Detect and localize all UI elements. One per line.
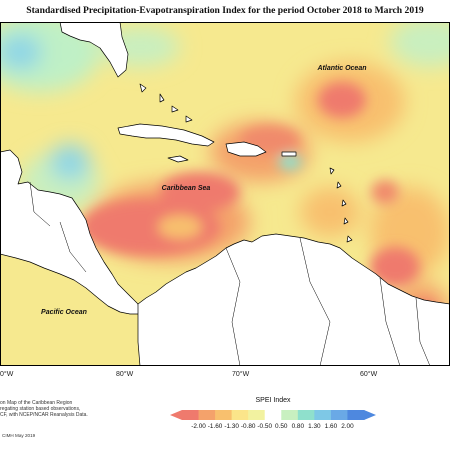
legend-swatch <box>248 410 266 420</box>
spei-field-core <box>80 82 437 324</box>
legend-arrow-left <box>170 410 182 420</box>
footnote-line: on Map of the Caribbean Region <box>0 400 73 406</box>
spei-map: Atlantic Ocean Caribbean Sea Pacific Oce… <box>0 22 450 366</box>
footnote: on Map of the Caribbean Region regating … <box>0 400 88 418</box>
land <box>0 22 450 366</box>
legend-tick-label: -1.30 <box>224 423 239 430</box>
legend-swatch <box>231 410 249 420</box>
legend-swatch <box>182 410 200 420</box>
legend-swatch <box>198 410 216 420</box>
florida <box>59 22 129 78</box>
longitude-axis: 0°W 80°W 70°W 60°W <box>0 366 450 386</box>
pacific-ocean-label: Pacific Ocean <box>41 309 87 316</box>
legend-swatch <box>330 410 348 420</box>
footnote-line: regating station based observations, <box>0 406 81 412</box>
legend-swatch <box>281 410 299 420</box>
legend-tick-label: 0.80 <box>291 423 305 430</box>
legend-tick-label: -0.80 <box>240 423 256 430</box>
legend-tick-label: -1.60 <box>207 423 223 430</box>
legend-tick-label: -2.00 <box>191 423 206 430</box>
footnote-line: CF, with NCEP/NCAR Reanalysis Data. <box>0 412 88 418</box>
atlantic-ocean-label: Atlantic Ocean <box>316 65 366 72</box>
legend-swatch <box>297 410 315 420</box>
legend-tick-label: -0.50 <box>257 423 273 430</box>
legend-tick-label: 2.00 <box>341 423 354 430</box>
legend-title: SPEI Index <box>255 397 291 404</box>
legend-swatch <box>264 410 282 420</box>
legend-tick-label: 0.50 <box>275 423 288 430</box>
legend-swatch <box>314 410 332 420</box>
legend-ticks: -2.00 -1.60 -1.30 -0.80 -0.50 0.50 0.80 1.30 1.6… <box>168 423 378 435</box>
bahamas <box>139 83 193 123</box>
cuba <box>117 123 215 147</box>
legend-arrow-right <box>364 410 376 420</box>
lon-tick: 80°W <box>116 371 134 378</box>
lon-tick: 70°W <box>232 371 250 378</box>
legend-tick-label: 1.60 <box>324 423 338 430</box>
credit: CIMH May 2019 <box>2 433 36 438</box>
legend-tick-label: 1.30 <box>308 423 321 430</box>
lon-tick: 60°W <box>360 371 378 378</box>
legend-swatch <box>215 410 233 420</box>
spei-legend: SPEI Index -2.00 -1.60 -1.30 -0.80 -0.50 0.50… <box>168 397 378 437</box>
lesser-antilles <box>329 167 353 243</box>
map-title: Standardised Precipitation-Evapotranspir… <box>26 5 424 16</box>
central-america <box>0 149 141 315</box>
legend-colorbar <box>170 410 376 420</box>
puerto-rico <box>281 151 297 157</box>
borders <box>29 181 431 366</box>
south-america <box>137 233 450 366</box>
jamaica <box>167 155 189 163</box>
caribbean-sea-label: Caribbean Sea <box>162 185 211 192</box>
hispaniola <box>225 141 267 157</box>
legend-swatch <box>347 410 365 420</box>
lon-tick: 0°W <box>0 371 14 378</box>
